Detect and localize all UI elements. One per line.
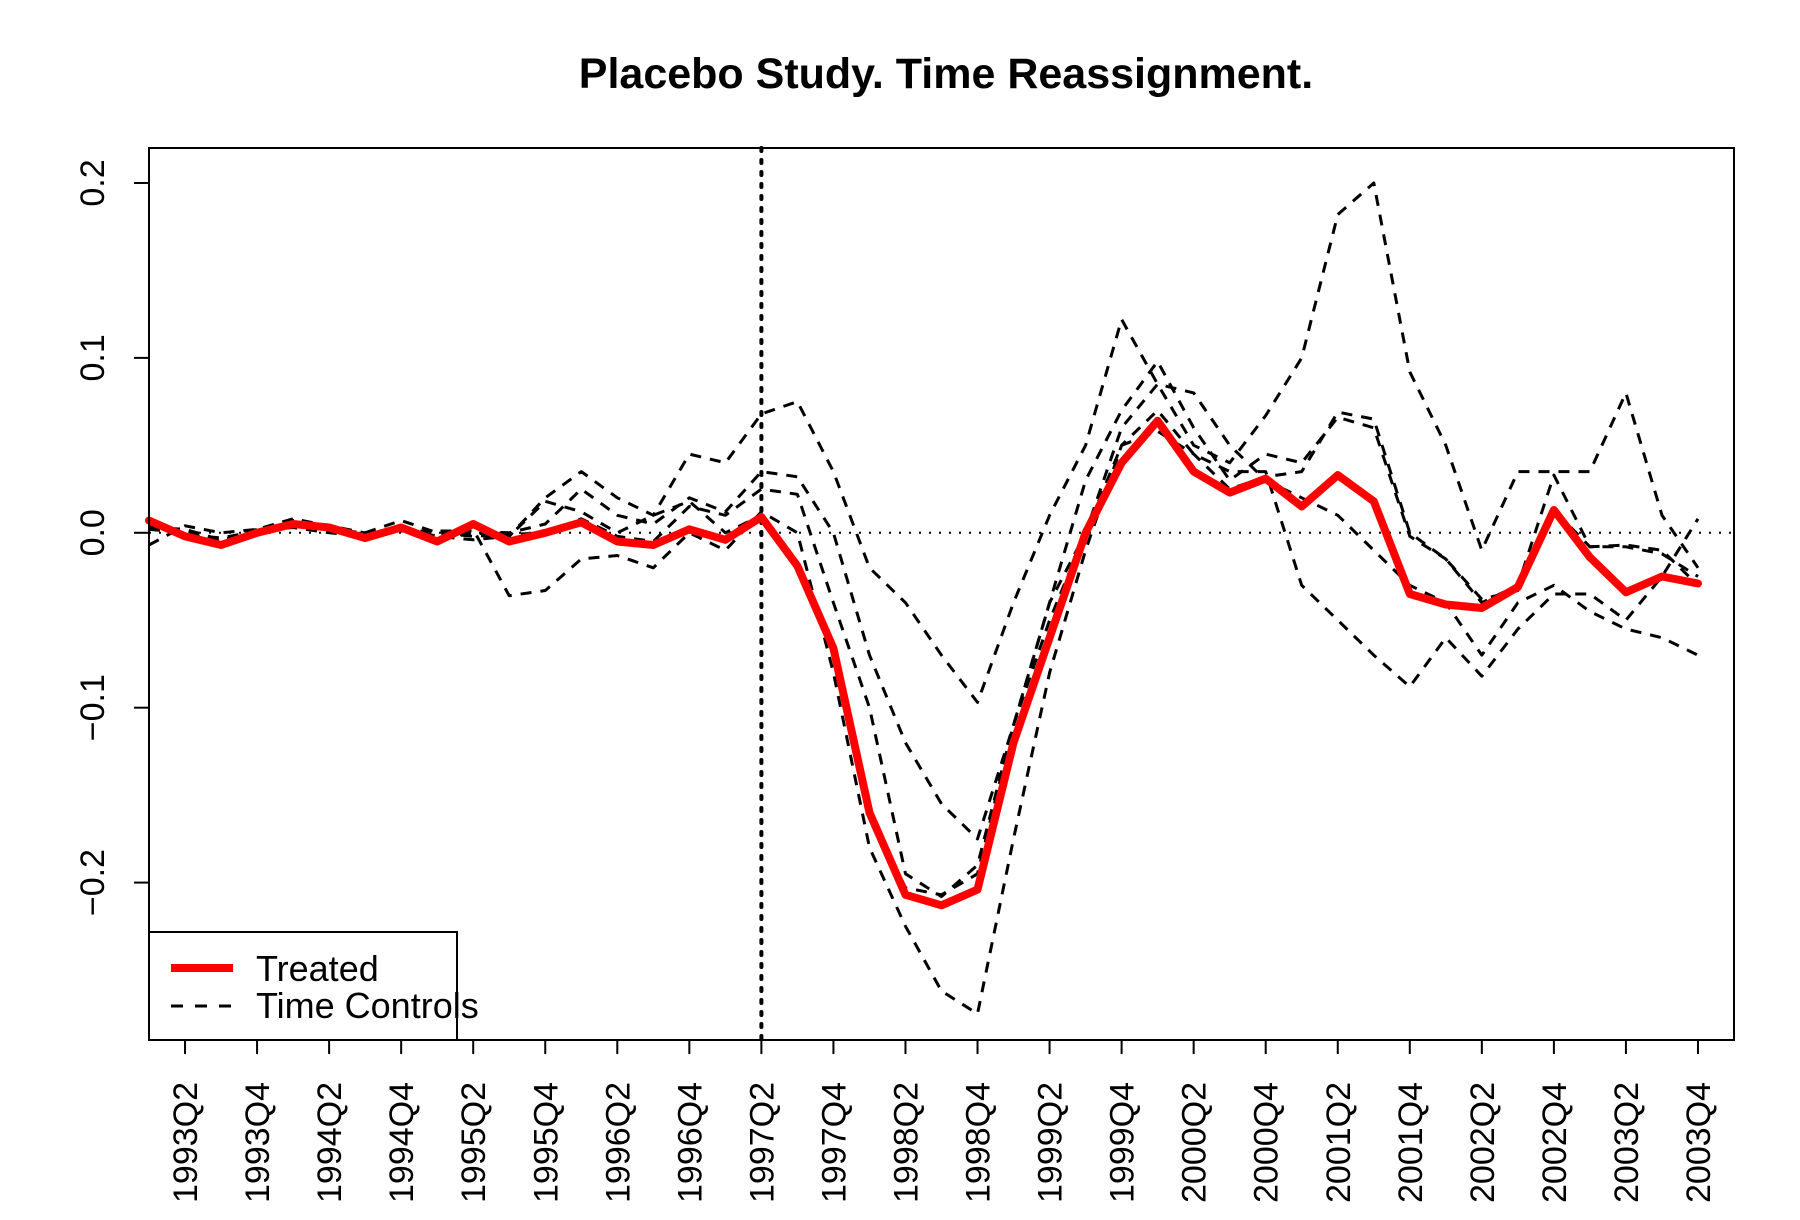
y-tick-label: 0.2 [74, 159, 112, 206]
reference-lines [149, 146, 1734, 1044]
x-tick-label: 2003Q2 [1608, 1082, 1646, 1203]
y-tick-label: 0.1 [74, 334, 112, 381]
x-tick-label: 1995Q4 [527, 1082, 565, 1203]
x-tick-label: 2001Q4 [1392, 1082, 1430, 1203]
x-tick-label: 2000Q4 [1248, 1082, 1286, 1203]
x-tick-label: 1997Q2 [743, 1082, 781, 1203]
x-tick-label: 1997Q4 [815, 1082, 853, 1203]
x-tick-label: 2002Q4 [1536, 1082, 1574, 1203]
x-tick-label: 1994Q4 [383, 1082, 421, 1203]
y-tick-label: −0.1 [74, 674, 112, 741]
series-layer [145, 181, 1702, 1016]
legend-label-time-controls: Time Controls [256, 985, 479, 1026]
x-tick-label: 1999Q2 [1032, 1082, 1070, 1203]
x-tick-label: 1994Q2 [311, 1082, 349, 1203]
x-tick-label: 1999Q4 [1104, 1082, 1142, 1203]
x-axis: 1993Q2 1993Q4 1994Q2 1994Q4 1995Q2 1995Q4 1996… [167, 1040, 1718, 1203]
x-tick-label: 1998Q4 [960, 1082, 998, 1203]
x-tick-label: 1995Q2 [455, 1082, 493, 1203]
y-tick-label: −0.2 [74, 849, 112, 916]
x-tick-label: 1996Q4 [671, 1082, 709, 1203]
x-tick-label: 1993Q2 [167, 1082, 205, 1203]
y-tick-label: 0.0 [74, 509, 112, 556]
plot-frame [148, 147, 1735, 1041]
legend: Treated Time Controls [148, 931, 479, 1041]
x-tick-label: 1996Q2 [599, 1082, 637, 1203]
x-tick-label: 1998Q2 [888, 1082, 926, 1203]
x-tick-label: 2001Q2 [1320, 1082, 1358, 1203]
legend-label-treated: Treated [256, 948, 379, 989]
y-axis: −0.2 −0.1 0.0 0.1 0.2 [74, 159, 149, 916]
x-tick-label: 2003Q4 [1680, 1082, 1718, 1203]
series-line-time-control [148, 382, 1699, 899]
x-tick-label: 1993Q4 [239, 1082, 277, 1203]
x-tick-label: 2002Q2 [1464, 1082, 1502, 1203]
series-line-treated [145, 416, 1702, 910]
x-tick-label: 2000Q2 [1176, 1082, 1214, 1203]
legend-box [148, 931, 458, 1041]
chart-title: Placebo Study. Time Reassignment. [579, 50, 1313, 98]
